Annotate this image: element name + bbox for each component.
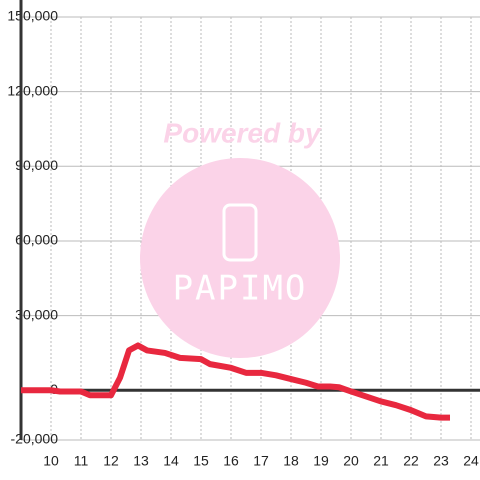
y-tick-label: 150,000 bbox=[7, 8, 58, 24]
y-tick-label: -20,000 bbox=[11, 431, 59, 447]
watermark-logo: PAPIMO bbox=[173, 269, 308, 309]
x-tick-label: 18 bbox=[283, 453, 299, 469]
x-tick-label: 17 bbox=[253, 453, 269, 469]
x-tick-label: 13 bbox=[133, 453, 149, 469]
x-tick-label: 14 bbox=[163, 453, 179, 469]
y-tick-label: 120,000 bbox=[7, 82, 58, 98]
x-tick-label: 15 bbox=[193, 453, 209, 469]
watermark-text: Powered by bbox=[163, 117, 322, 148]
y-tick-label: 60,000 bbox=[15, 232, 58, 248]
logo-circle bbox=[140, 158, 340, 358]
x-tick-label: 16 bbox=[223, 453, 239, 469]
x-tick-label: 21 bbox=[373, 453, 389, 469]
x-tick-label: 23 bbox=[433, 453, 449, 469]
y-tick-label: 90,000 bbox=[15, 157, 58, 173]
x-tick-label: 24 bbox=[463, 453, 479, 469]
watermark: Powered by PAPIMO bbox=[140, 117, 340, 358]
x-tick-label: 12 bbox=[103, 453, 119, 469]
phone-icon bbox=[222, 203, 258, 262]
x-tick-label: 20 bbox=[343, 453, 359, 469]
x-tick-label: 11 bbox=[74, 453, 89, 469]
y-tick-label: 30,000 bbox=[15, 306, 58, 322]
data-line bbox=[21, 342, 450, 421]
x-tick-label: 10 bbox=[43, 453, 59, 469]
x-tick-label: 19 bbox=[313, 453, 329, 469]
x-tick-label: 22 bbox=[403, 453, 419, 469]
